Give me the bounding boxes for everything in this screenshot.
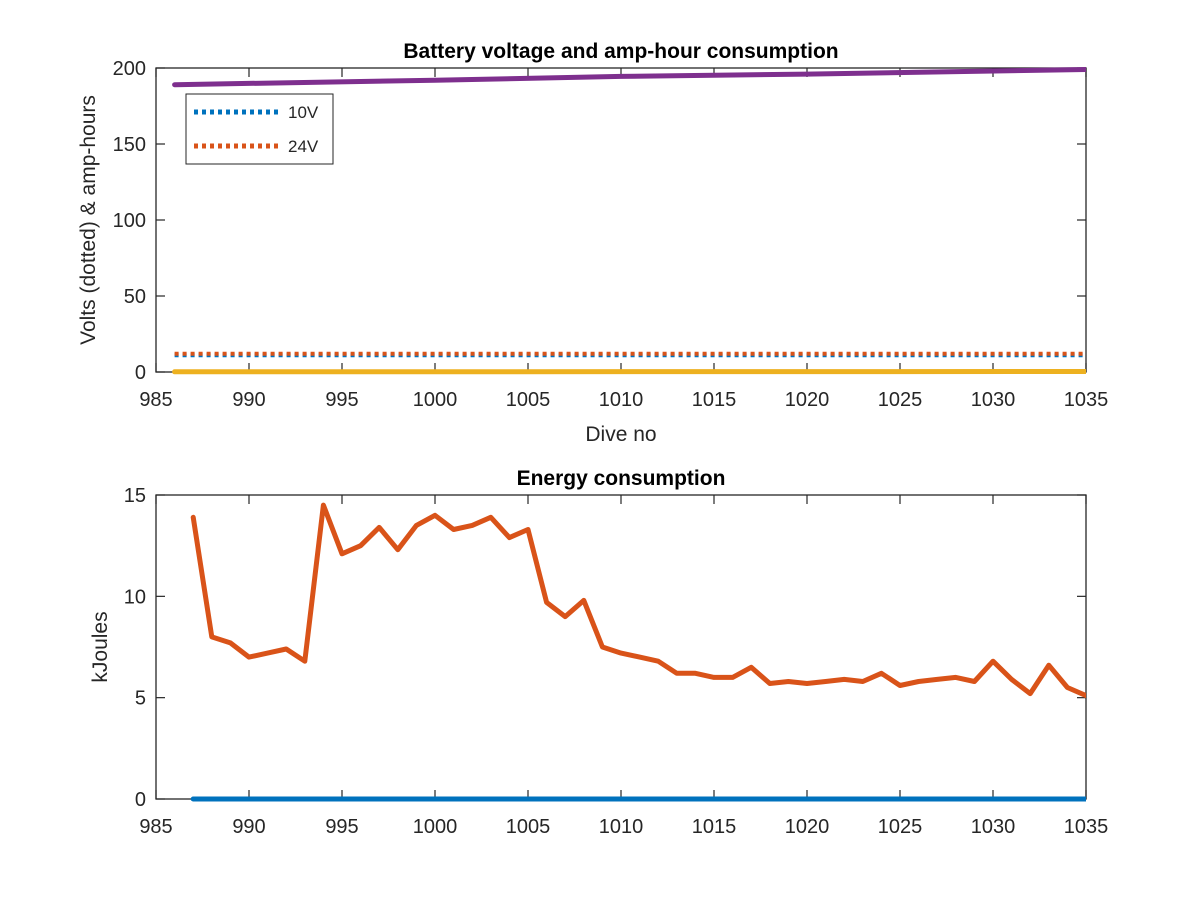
y-tick-label: 200 [113,58,146,80]
x-tick-label: 1020 [785,389,830,411]
y-tick-label: 15 [124,485,146,507]
x-tick-label: 990 [232,816,265,838]
x-tick-label: 1005 [506,816,551,838]
x-axis-label: Dive no [585,423,656,446]
x-tick-label: 995 [325,389,358,411]
x-tick-label: 1030 [971,816,1016,838]
x-tick-label: 1000 [413,816,458,838]
chart-title: Energy consumption [517,467,726,490]
axes-box [156,495,1086,799]
y-tick-label: 5 [135,688,146,710]
x-tick-label: 985 [139,816,172,838]
x-tick-label: 1020 [785,816,830,838]
y-tick-label: 50 [124,286,146,308]
y-tick-label: 0 [135,789,146,811]
y-tick-label: 150 [113,134,146,156]
x-tick-label: 1010 [599,816,644,838]
series-line-4 [175,70,1086,85]
x-tick-label: 1025 [878,816,923,838]
series-line-1 [193,505,1086,695]
y-axis-label: kJoules [89,611,112,682]
x-tick-label: 1000 [413,389,458,411]
x-tick-label: 1005 [506,389,551,411]
x-tick-label: 1025 [878,389,923,411]
y-axis-label: Volts (dotted) & amp-hours [77,95,100,345]
y-tick-label: 10 [124,586,146,608]
x-tick-label: 1010 [599,389,644,411]
y-tick-label: 0 [135,362,146,384]
x-tick-label: 995 [325,816,358,838]
y-tick-label: 100 [113,210,146,232]
x-tick-label: 985 [139,389,172,411]
x-tick-label: 1015 [692,389,737,411]
series-group [193,505,1086,799]
x-tick-label: 990 [232,389,265,411]
x-tick-label: 1015 [692,816,737,838]
x-tick-label: 1035 [1064,816,1109,838]
x-tick-label: 1035 [1064,389,1109,411]
legend-label-24V: 24V [288,137,319,156]
legend-label-10V: 10V [288,103,319,122]
chart-title: Battery voltage and amp-hour consumption [403,40,838,63]
x-tick-label: 1030 [971,389,1016,411]
